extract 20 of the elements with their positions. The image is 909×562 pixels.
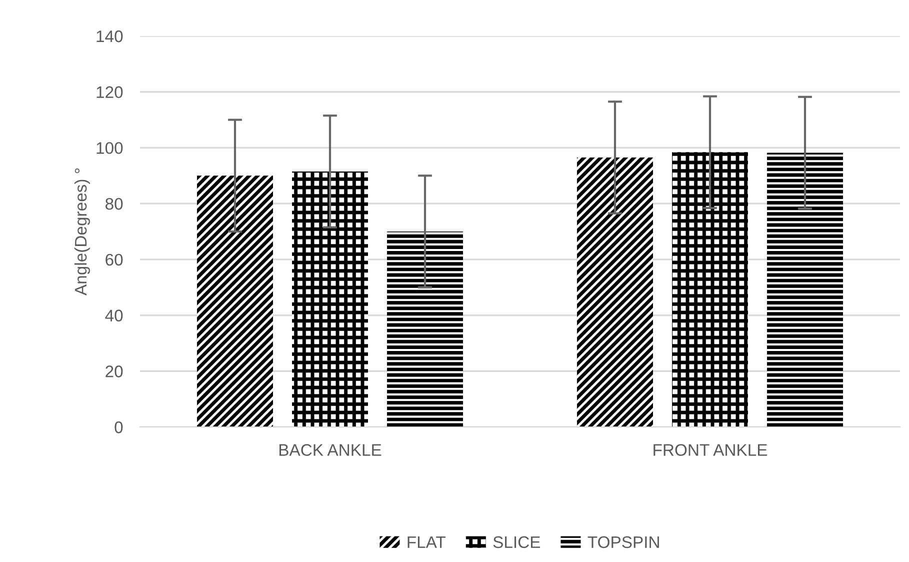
y-tick-label: 0 xyxy=(114,421,123,434)
y-tick-label: 80 xyxy=(106,198,123,210)
bar xyxy=(672,152,748,427)
y-tick-label: 140 xyxy=(96,30,123,42)
legend-label: FLAT xyxy=(408,536,446,548)
y-axis-title: Angle(Degrees) ° xyxy=(74,168,90,296)
x-tick-label: FRONT ANKLE xyxy=(654,444,768,456)
bar xyxy=(292,171,368,427)
bar xyxy=(767,152,843,427)
y-tick-label: 20 xyxy=(106,366,123,378)
legend-label: TOPSPIN xyxy=(588,536,659,548)
bar xyxy=(577,157,653,427)
legend-label: SLICE xyxy=(493,536,540,548)
y-tick-label: 120 xyxy=(96,86,123,98)
y-tick-label: 100 xyxy=(96,142,123,154)
y-tick-label: 60 xyxy=(106,254,123,266)
y-tick-label: 40 xyxy=(105,310,123,322)
x-tick-label: BACK ANKLE xyxy=(279,444,382,456)
bar xyxy=(387,232,463,427)
bar xyxy=(197,176,273,427)
